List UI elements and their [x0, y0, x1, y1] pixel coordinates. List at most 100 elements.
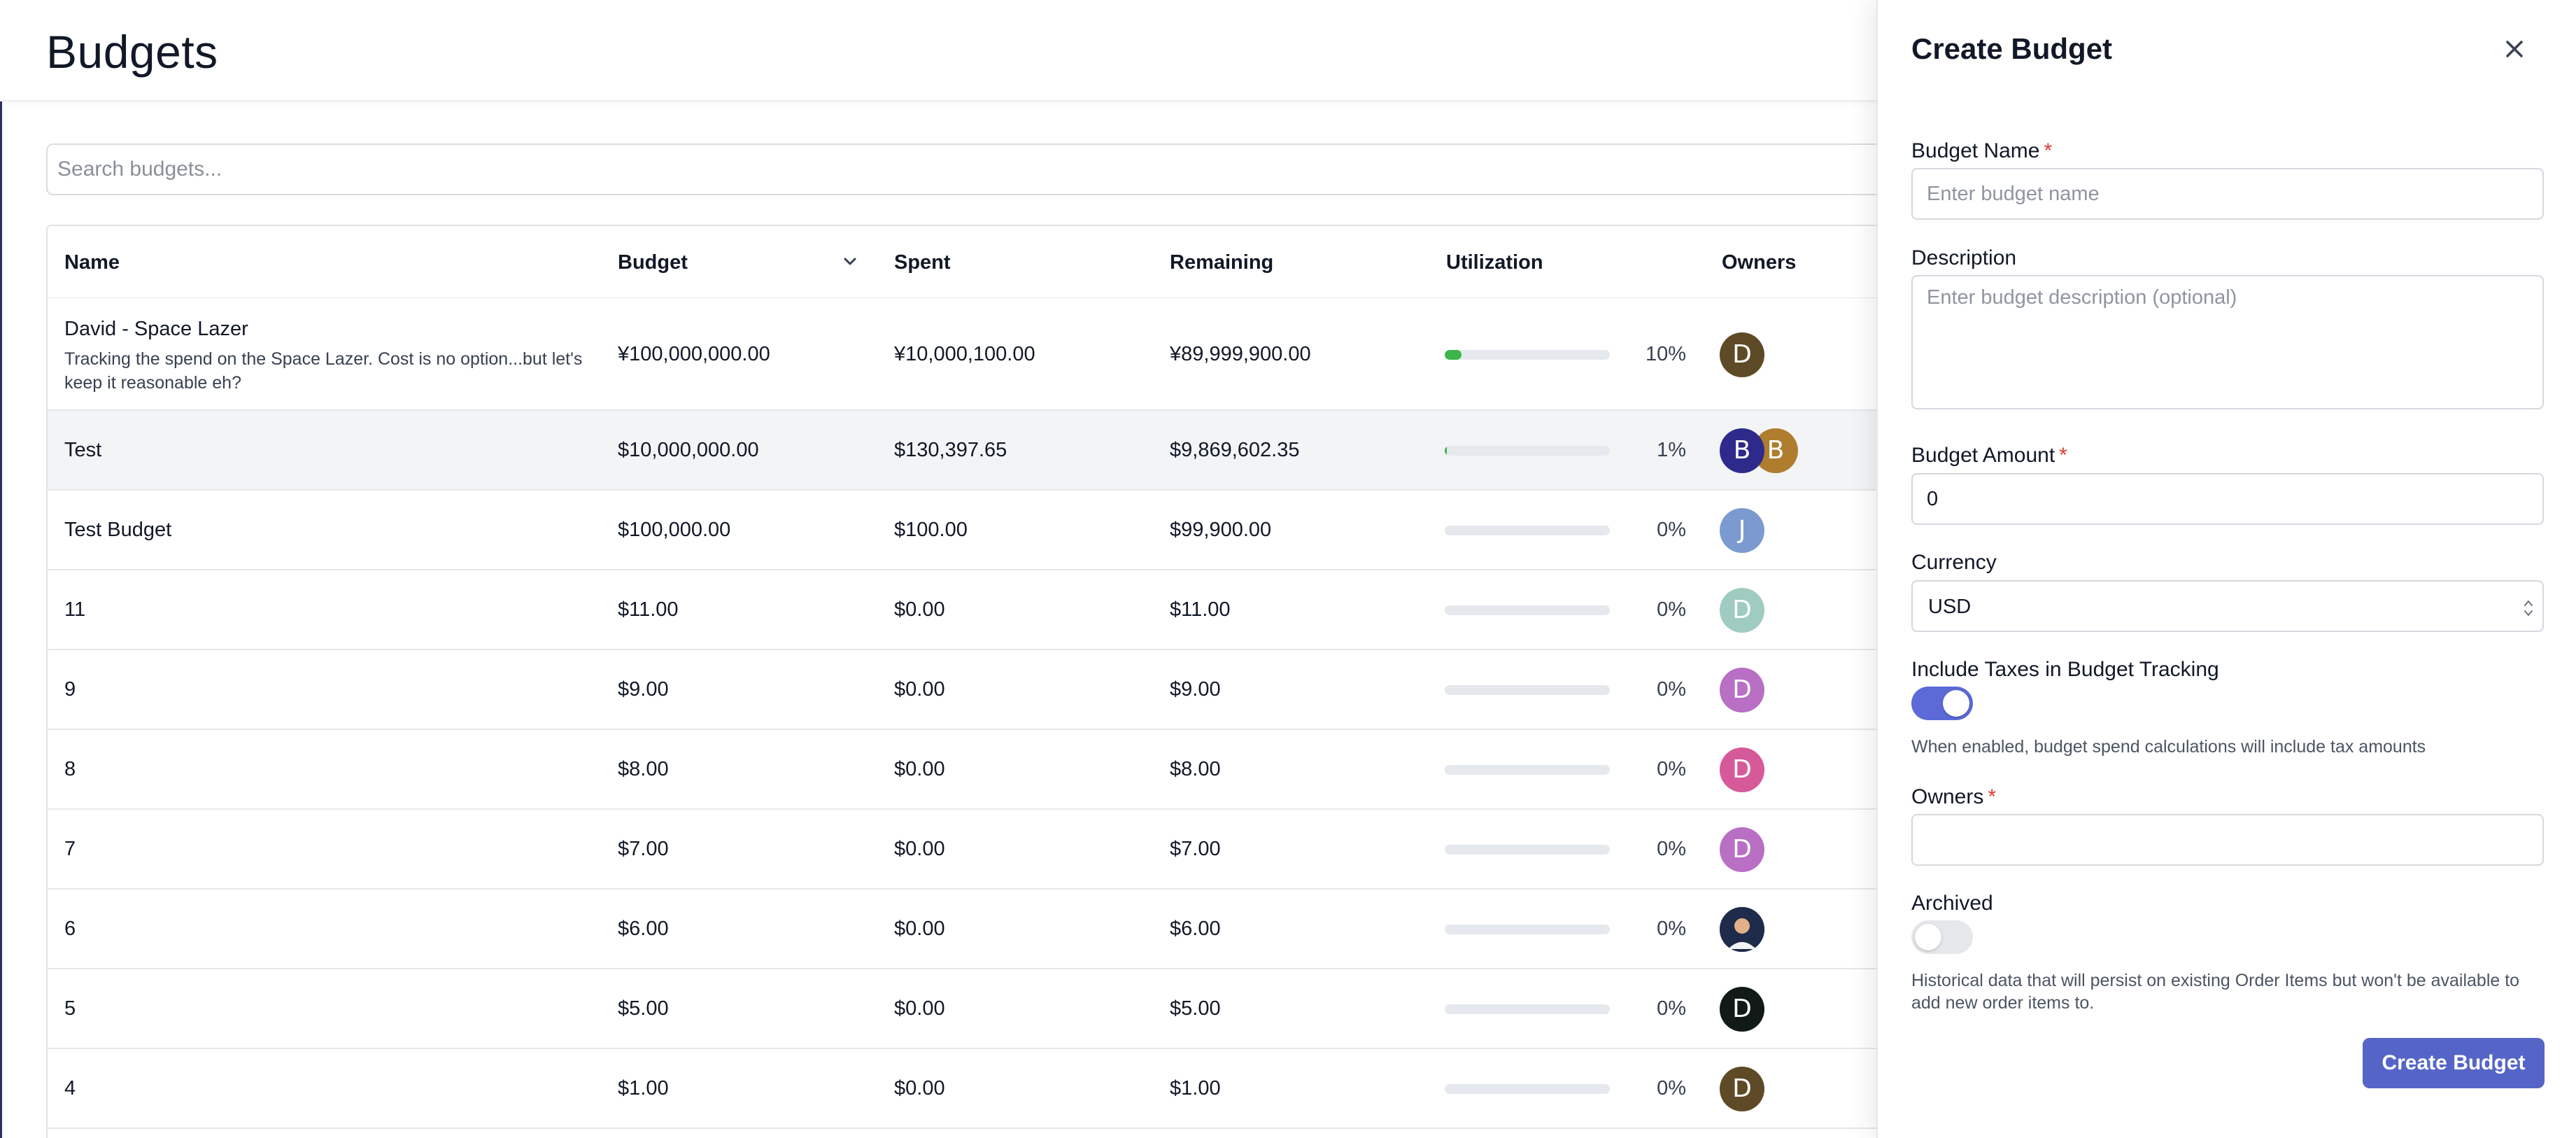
utilization-percent: 0%: [1657, 598, 1686, 621]
utilization-bar: [1445, 1004, 1610, 1014]
budget-name: 4: [64, 1077, 76, 1100]
owner-avatar[interactable]: D: [1720, 1067, 1764, 1111]
utilization-percent: 0%: [1657, 1077, 1686, 1100]
budget-amount: $9.00: [618, 678, 669, 701]
table-row[interactable]: David - Space Lazer Tracking the spend on…: [48, 298, 1934, 411]
budget-description: Tracking the spend on the Space Lazer. C…: [64, 349, 583, 393]
column-header-remaining[interactable]: Remaining: [1170, 251, 1274, 274]
column-header-budget[interactable]: Budget: [618, 251, 688, 274]
currency-label: Currency: [1911, 551, 1997, 574]
toggle-knob: [1915, 924, 1941, 950]
owner-avatar[interactable]: D: [1720, 588, 1764, 633]
owner-avatar[interactable]: D: [1720, 827, 1764, 872]
chevron-down-icon[interactable]: [840, 251, 861, 272]
remaining-amount: $5.00: [1170, 997, 1221, 1020]
avatar-photo-icon: [1720, 907, 1764, 952]
table-row[interactable]: Test Budget $100,000.00 $100.00 $99,900.00 0…: [48, 491, 1934, 570]
budget-name-input[interactable]: [1927, 169, 2528, 218]
remaining-amount: $11.00: [1170, 598, 1231, 621]
remaining-amount: $1.00: [1170, 1077, 1221, 1100]
table-row[interactable]: 6 $6.00 $0.00 $6.00 0%: [48, 890, 1934, 969]
remaining-amount: $9,869,602.35: [1170, 439, 1300, 461]
table-row[interactable]: 7 $7.00 $0.00 $7.00 0% D: [48, 810, 1934, 890]
spent-amount: $100.00: [894, 519, 968, 541]
owner-avatar[interactable]: J: [1720, 508, 1764, 553]
budget-name: Test: [64, 439, 102, 461]
utilization-percent: 0%: [1657, 678, 1686, 701]
include-taxes-label: Include Taxes in Budget Tracking: [1911, 658, 2219, 681]
utilization-bar: [1445, 845, 1610, 855]
utilization-percent: 0%: [1657, 519, 1686, 541]
create-budget-button[interactable]: Create Budget: [2363, 1038, 2545, 1088]
budget-amount: $10,000,000.00: [618, 439, 759, 461]
search-box[interactable]: [46, 143, 1935, 195]
owner-avatar[interactable]: D: [1720, 987, 1764, 1032]
column-header-owners[interactable]: Owners: [1722, 251, 1797, 274]
include-taxes-toggle[interactable]: [1911, 687, 1973, 720]
budget-amount-field[interactable]: [1911, 473, 2544, 525]
utilization-bar: [1445, 1084, 1610, 1094]
owner-avatar[interactable]: [1720, 907, 1764, 952]
search-input[interactable]: [57, 145, 1876, 194]
spent-amount: $0.00: [894, 678, 945, 701]
budget-amount-input[interactable]: [1927, 475, 2528, 524]
utilization-bar: [1445, 446, 1610, 456]
owners-input[interactable]: [1927, 815, 2528, 864]
table-row[interactable]: Test $10,000,000.00 $130,397.65 $9,869,602.…: [48, 411, 1934, 491]
budget-name-label-text: Budget Name: [1911, 139, 2040, 162]
budget-amount: $6.00: [618, 918, 669, 940]
description-label: Description: [1911, 246, 2017, 269]
utilization-percent: 0%: [1657, 838, 1686, 860]
column-header-name[interactable]: Name: [64, 251, 120, 274]
table-row[interactable]: 9 $9.00 $0.00 $9.00 0% D: [48, 650, 1934, 730]
budget-amount-label-text: Budget Amount: [1911, 444, 2055, 467]
utilization-percent: 1%: [1657, 439, 1686, 461]
budget-name: Test Budget: [64, 519, 172, 541]
description-textarea[interactable]: [1927, 286, 2528, 398]
budgets-table: Name Budget Spent Remaining Utilization …: [46, 225, 1935, 1138]
currency-value: USD: [1928, 596, 1972, 618]
column-header-spent[interactable]: Spent: [894, 251, 951, 274]
owner-avatar[interactable]: D: [1720, 668, 1764, 712]
required-asterisk: *: [2059, 444, 2067, 467]
budget-name: 6: [64, 918, 76, 940]
currency-select[interactable]: USD: [1911, 580, 2544, 632]
utilization-bar: [1445, 349, 1610, 360]
utilization-percent: 0%: [1657, 758, 1686, 780]
spent-amount: $0.00: [894, 838, 945, 860]
budget-name: David - Space Lazer: [64, 318, 248, 340]
spent-amount: $0.00: [894, 758, 945, 780]
table-row[interactable]: 5 $5.00 $0.00 $5.00 0% D: [48, 969, 1934, 1049]
budget-name-field[interactable]: [1911, 168, 2544, 220]
description-field[interactable]: [1911, 275, 2544, 409]
owners-field[interactable]: [1911, 814, 2544, 866]
budget-name: 11: [64, 598, 86, 621]
budget-amount: $8.00: [618, 758, 669, 780]
remaining-amount: $6.00: [1170, 918, 1221, 940]
select-arrows-icon: [2524, 600, 2533, 616]
utilization-bar: [1445, 526, 1610, 535]
utilization-percent: 0%: [1657, 997, 1686, 1020]
column-header-utilization[interactable]: Utilization: [1446, 251, 1543, 274]
close-icon[interactable]: [2500, 35, 2528, 63]
owner-avatar[interactable]: D: [1720, 747, 1764, 792]
table-row[interactable]: 8 $8.00 $0.00 $8.00 0% D: [48, 730, 1934, 810]
budget-amount: $7.00: [618, 838, 669, 860]
owners-label-text: Owners: [1911, 785, 1984, 808]
archived-label: Archived: [1911, 892, 1993, 915]
budget-name: 9: [64, 678, 76, 701]
archived-help: Historical data that will persist on exi…: [1911, 971, 2520, 1013]
table-row[interactable]: 4 $1.00 $0.00 $1.00 0% D: [48, 1049, 1934, 1129]
owner-avatar[interactable]: D: [1720, 332, 1764, 377]
budget-name: 7: [64, 838, 76, 860]
archived-toggle[interactable]: [1911, 920, 1973, 954]
remaining-amount: $8.00: [1170, 758, 1221, 780]
panel-title: Create Budget: [1911, 32, 2113, 65]
spent-amount: $0.00: [894, 1077, 945, 1100]
spent-amount: $130,397.65: [894, 439, 1007, 461]
table-row[interactable]: 11 $11.00 $0.00 $11.00 0% D: [48, 570, 1934, 650]
utilization-bar: [1445, 765, 1610, 775]
utilization-bar: [1445, 605, 1610, 615]
owner-avatar[interactable]: B: [1720, 428, 1764, 473]
